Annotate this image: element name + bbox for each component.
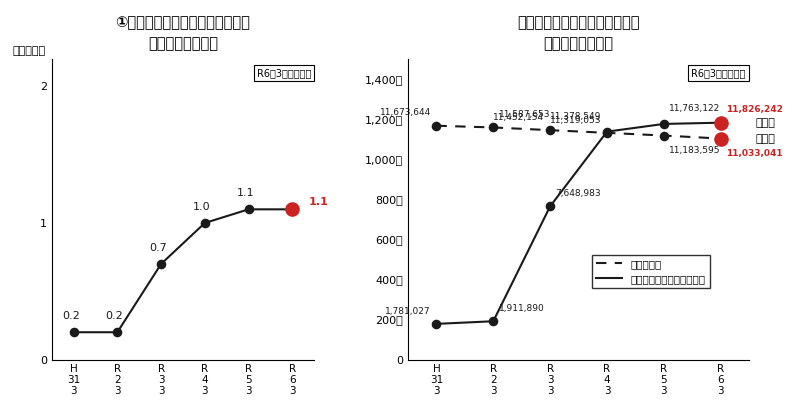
- Text: 0.2: 0.2: [106, 311, 123, 321]
- Text: 0.7: 0.7: [150, 243, 167, 253]
- Point: [544, 203, 557, 210]
- Text: 1,781,027: 1,781,027: [386, 307, 431, 316]
- Text: 11,587,653: 11,587,653: [499, 110, 550, 119]
- Point: [286, 206, 298, 212]
- Point: [154, 261, 167, 267]
- Point: [430, 321, 443, 327]
- Point: [111, 329, 124, 335]
- Text: 11,673,644: 11,673,644: [380, 109, 431, 118]
- Point: [487, 318, 500, 325]
- Text: 11,183,595: 11,183,595: [670, 146, 721, 155]
- Text: 1,911,890: 1,911,890: [499, 304, 545, 313]
- Text: （人）: （人）: [756, 134, 776, 143]
- Point: [601, 129, 614, 136]
- Point: [658, 121, 670, 127]
- Text: 11,763,122: 11,763,122: [670, 104, 721, 113]
- Legend: 児童生徒数, 学習者用コンピュータ台数: 児童生徒数, 学習者用コンピュータ台数: [592, 255, 710, 288]
- Point: [544, 127, 557, 134]
- Text: （台）: （台）: [756, 118, 776, 128]
- Point: [658, 132, 670, 139]
- Point: [430, 122, 443, 129]
- Text: 11,452,154: 11,452,154: [494, 113, 545, 122]
- Text: 11,378,549: 11,378,549: [550, 111, 602, 120]
- Title: ①児童生徒１人あたりの学習者用
コンピュータ台数: ①児童生徒１人あたりの学習者用 コンピュータ台数: [115, 15, 250, 51]
- Text: 7,648,983: 7,648,983: [556, 189, 602, 198]
- Text: （台／人）: （台／人）: [12, 46, 46, 56]
- Text: 11,319,053: 11,319,053: [550, 115, 602, 125]
- Point: [714, 119, 727, 126]
- Point: [242, 206, 255, 212]
- Point: [198, 220, 211, 226]
- Text: R6年3月１日現在: R6年3月１日現在: [691, 68, 746, 78]
- Point: [714, 135, 727, 142]
- Text: R6年3月１日現在: R6年3月１日現在: [257, 68, 311, 78]
- Text: 1.1: 1.1: [309, 196, 329, 207]
- Text: 11,826,242: 11,826,242: [726, 105, 783, 114]
- Point: [487, 124, 500, 131]
- Point: [601, 128, 614, 135]
- Title: （参考）児童生徒数と学習者用
コンピュータ台数: （参考）児童生徒数と学習者用 コンピュータ台数: [518, 15, 640, 51]
- Text: 1.0: 1.0: [194, 202, 211, 212]
- Point: [67, 329, 80, 335]
- Text: 0.2: 0.2: [62, 311, 80, 321]
- Text: 1.1: 1.1: [237, 188, 254, 198]
- Text: 11,033,041: 11,033,041: [726, 149, 783, 158]
